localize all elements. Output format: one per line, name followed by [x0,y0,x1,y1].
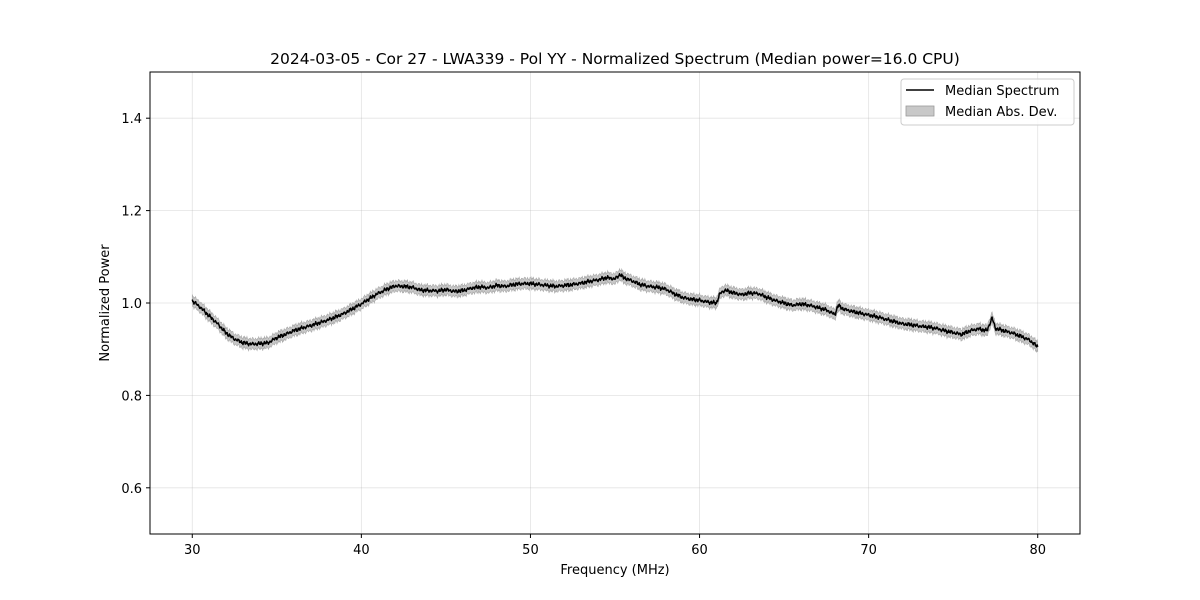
y-axis-ticks: 0.6 0.8 1.0 1.2 1.4 [121,112,150,497]
x-tick-label: 30 [184,543,201,558]
y-tick-label: 0.6 [121,482,142,497]
x-tick-label: 70 [860,543,877,558]
x-tick-label: 80 [1029,543,1046,558]
x-tick-label: 40 [353,543,370,558]
x-tick-label: 50 [522,543,539,558]
y-tick-label: 1.4 [121,112,142,127]
median-line-layer [191,273,1039,348]
mad-band [191,267,1039,353]
x-tick-label: 60 [691,543,708,558]
legend: Median Spectrum Median Abs. Dev. [900,78,1075,126]
y-axis-label: Normalized Power [98,244,113,362]
x-axis-ticks: 30 40 50 60 70 80 [184,534,1046,558]
median-spectrum-line [191,273,1039,348]
legend-mad-swatch [905,105,935,117]
mad-band-layer [191,267,1039,353]
y-tick-label: 1.2 [121,205,142,220]
y-tick-label: 0.8 [121,389,142,404]
legend-median-label: Median Spectrum [945,84,1059,99]
legend-box [900,78,1075,126]
legend-mad-label: Median Abs. Dev. [945,105,1057,120]
x-axis-label: Frequency (MHz) [560,563,669,578]
chart-title: 2024-03-05 - Cor 27 - LWA339 - Pol YY - … [270,50,960,68]
y-tick-label: 1.0 [121,297,142,312]
